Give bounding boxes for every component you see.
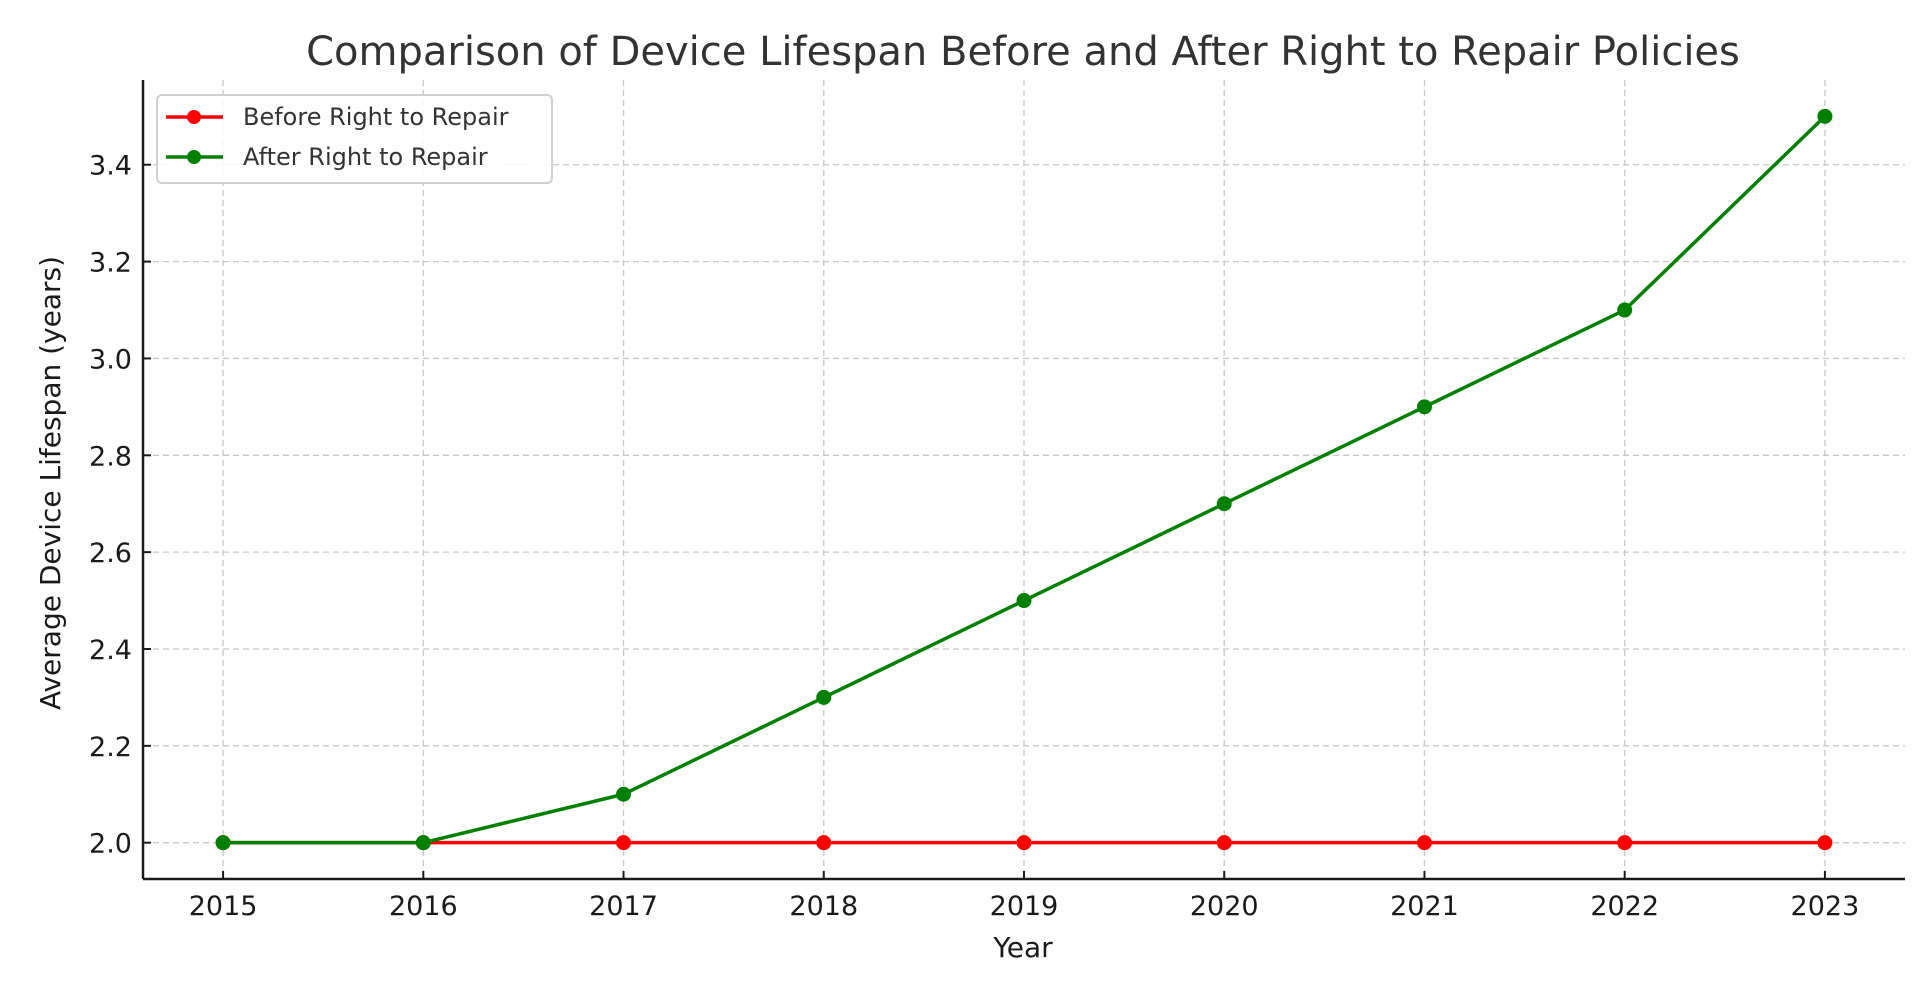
- series-layer: [215, 108, 1833, 851]
- x-tick-label: 2016: [389, 891, 458, 922]
- series-before-right-to-repair: [215, 835, 1833, 851]
- legend-item-after: After Right to Repair: [166, 143, 488, 171]
- legend-label: After Right to Repair: [243, 143, 488, 171]
- data-point: [1416, 399, 1432, 415]
- x-tick-label: 2021: [1390, 891, 1459, 922]
- legend: Before Right to Repair After Right to Re…: [156, 94, 553, 184]
- y-tick-label: 3.4: [89, 151, 132, 182]
- x-tick-label: 2022: [1590, 891, 1659, 922]
- data-point: [816, 835, 832, 851]
- legend-item-before: Before Right to Repair: [166, 103, 509, 131]
- y-tick-label: 2.2: [89, 732, 132, 763]
- data-point: [616, 835, 632, 851]
- data-point: [415, 835, 431, 851]
- x-axis-ticks: 2015 2016 2017 2018 2019 2020 2021 2022 2023: [189, 871, 1860, 922]
- grid: [143, 80, 1905, 879]
- data-point: [1817, 108, 1833, 124]
- data-point: [1216, 835, 1232, 851]
- x-tick-label: 2019: [990, 891, 1059, 922]
- data-point: [1617, 835, 1633, 851]
- data-point: [1416, 835, 1432, 851]
- data-point: [1016, 593, 1032, 609]
- y-axis-ticks: 2.0 2.2 2.4 2.6 2.8 3.0 3.2 3.4: [89, 151, 151, 860]
- data-point: [1617, 302, 1633, 318]
- y-tick-label: 3.2: [89, 248, 132, 279]
- y-tick-label: 3.0: [89, 344, 132, 375]
- legend-label: Before Right to Repair: [243, 103, 509, 131]
- series-after-right-to-repair: [215, 108, 1833, 851]
- y-tick-label: 2.4: [89, 635, 132, 666]
- y-tick-label: 2.0: [89, 829, 132, 860]
- data-point: [1817, 835, 1833, 851]
- x-tick-label: 2020: [1190, 891, 1259, 922]
- x-tick-label: 2015: [189, 891, 258, 922]
- data-point: [616, 786, 632, 802]
- axes: [141, 80, 1905, 881]
- legend-marker: [187, 110, 201, 124]
- legend-frame: [156, 94, 553, 184]
- data-point: [1016, 835, 1032, 851]
- x-axis-label: Year: [992, 931, 1053, 964]
- legend-marker: [187, 150, 201, 164]
- data-point: [1216, 496, 1232, 512]
- x-tick-label: 2017: [589, 891, 658, 922]
- x-tick-label: 2023: [1791, 891, 1860, 922]
- data-point: [215, 835, 231, 851]
- y-axis-label: Average Device Lifespan (years): [34, 256, 67, 710]
- data-point: [816, 689, 832, 705]
- y-tick-label: 2.6: [89, 538, 132, 569]
- x-tick-label: 2018: [789, 891, 858, 922]
- chart-title: Comparison of Device Lifespan Before and…: [306, 29, 1740, 75]
- y-tick-label: 2.8: [89, 441, 132, 472]
